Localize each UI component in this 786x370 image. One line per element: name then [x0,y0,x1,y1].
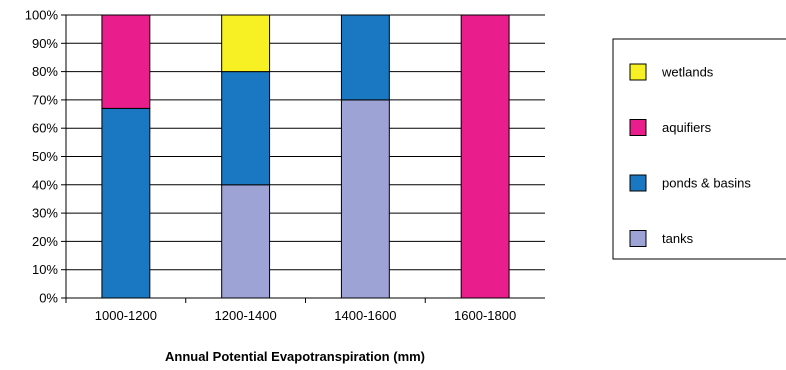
x-tick-label: 1200-1400 [215,308,277,323]
y-tick-label: 100% [25,8,59,23]
legend-label: tanks [662,231,694,246]
bar-segment-ponds-basins [340,14,390,101]
x-tick-label: 1600-1800 [454,308,516,323]
bars [101,14,510,299]
bar-segment-aquifiers [460,14,510,299]
bar-segment-tanks [340,99,390,299]
x-tick-label: 1000-1200 [95,308,157,323]
bar-segment-tanks [221,184,271,299]
y-tick-label: 80% [32,64,58,79]
legend-label: wetlands [661,65,714,80]
x-tick-label: 1400-1600 [334,308,396,323]
legend-swatch [629,174,647,192]
legend-label: ponds & basins [662,176,751,191]
legend: wetlands aquifiers ponds & basins tanks [612,38,786,260]
x-axis-label: Annual Potential Evapotranspiration (mm) [165,349,425,364]
legend-label: aquifiers [662,120,712,135]
y-tick-label: 30% [32,206,58,221]
x-tick-labels: 1000-1200 1200-1400 1400-1600 1600-1800 [95,298,516,323]
y-tick-label: 40% [32,177,58,192]
bar-segment-wetlands [221,14,271,73]
y-tick-label: 50% [32,149,58,164]
y-tick-label: 10% [32,262,58,277]
legend-swatch [629,230,647,247]
y-tick-label: 70% [32,92,58,107]
y-tick-label: 0% [39,291,58,306]
bar-segment-ponds-basins [101,107,151,299]
bar-segment-ponds-basins [221,71,271,186]
bar-segment-aquifiers [101,14,151,109]
y-tick-labels: 0% 10% 20% 30% 40% 50% 60% 70% 80% 90% 100% [25,8,59,306]
legend-swatch [629,63,647,81]
y-tick-label: 20% [32,234,58,249]
legend-swatch [629,119,647,136]
y-tick-label: 90% [32,36,58,51]
y-tick-label: 60% [32,121,58,136]
